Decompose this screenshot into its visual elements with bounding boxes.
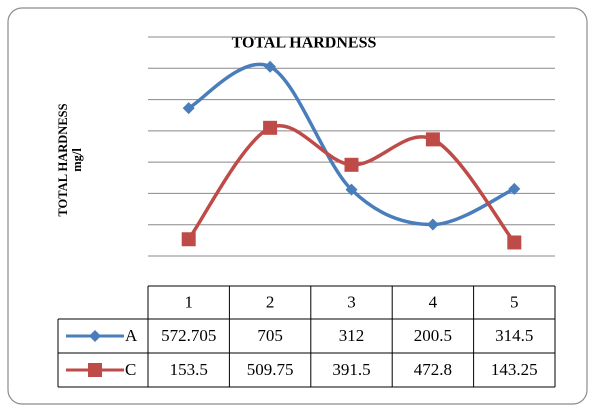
y-axis-label: TOTAL HARDNESS xyxy=(56,103,70,216)
table-value: 143.25 xyxy=(491,360,538,379)
table-value: 705 xyxy=(257,326,283,345)
x-tick-label: 1 xyxy=(184,292,193,311)
table-value: 200.5 xyxy=(414,326,452,345)
series-line xyxy=(187,62,516,227)
marker xyxy=(425,132,440,147)
marker xyxy=(181,232,196,247)
marker xyxy=(508,182,521,195)
chart-border xyxy=(7,7,588,405)
x-tick-label: 5 xyxy=(510,292,519,311)
y-axis-unit: mg/l xyxy=(70,148,84,172)
marker xyxy=(507,235,522,250)
marker xyxy=(182,102,195,115)
x-tick-label: 2 xyxy=(266,292,275,311)
legend-label: C xyxy=(125,360,136,379)
marker xyxy=(344,157,359,172)
table-value: 153.5 xyxy=(170,360,208,379)
table-value: 572.705 xyxy=(161,326,216,345)
table-value: 312 xyxy=(339,326,365,345)
table-value: 314.5 xyxy=(495,326,533,345)
table-value: 509.75 xyxy=(247,360,294,379)
chart-title: TOTAL HARDNESS xyxy=(232,35,377,52)
marker xyxy=(345,183,358,196)
legend-label: A xyxy=(125,326,138,345)
marker xyxy=(264,60,277,73)
marker xyxy=(263,120,278,135)
x-tick-label: 3 xyxy=(347,292,356,311)
table-value: 391.5 xyxy=(332,360,370,379)
marker xyxy=(426,218,439,231)
marker xyxy=(89,330,101,342)
marker xyxy=(88,363,102,377)
table-value: 472.8 xyxy=(414,360,452,379)
x-tick-label: 4 xyxy=(429,292,438,311)
